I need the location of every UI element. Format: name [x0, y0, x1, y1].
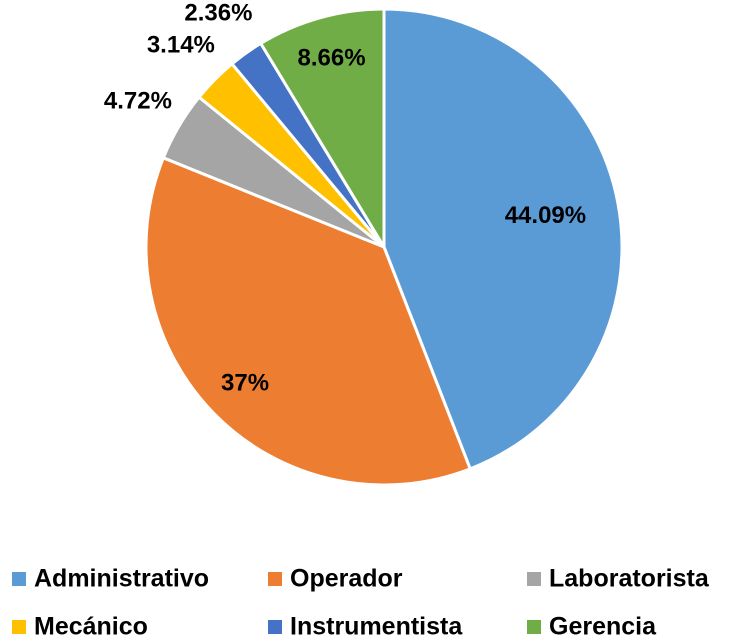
- legend-swatch: [527, 620, 541, 634]
- data-label: 44.09%: [505, 202, 586, 229]
- legend-swatch: [12, 620, 26, 634]
- data-label: 4.72%: [104, 87, 172, 114]
- legend-label: Gerencia: [549, 613, 657, 641]
- legend-swatch: [12, 572, 26, 586]
- pie-slice: [144, 155, 473, 487]
- pie-slice: [258, 7, 386, 253]
- legend-swatch: [268, 620, 282, 634]
- legend-label: Administrativo: [34, 565, 209, 593]
- data-label: 2.36%: [184, 0, 252, 27]
- pie-slice: [382, 7, 624, 471]
- legend-label: Mecánico: [34, 613, 148, 641]
- legend-swatch: [268, 572, 282, 586]
- legend-label: Operador: [290, 565, 403, 593]
- legend-swatch: [527, 572, 541, 586]
- legend-label: Laboratorista: [549, 565, 710, 593]
- data-label: 3.14%: [147, 32, 215, 59]
- data-label: 8.66%: [298, 44, 366, 71]
- data-label: 37%: [221, 369, 269, 396]
- legend-label: Instrumentista: [290, 613, 463, 641]
